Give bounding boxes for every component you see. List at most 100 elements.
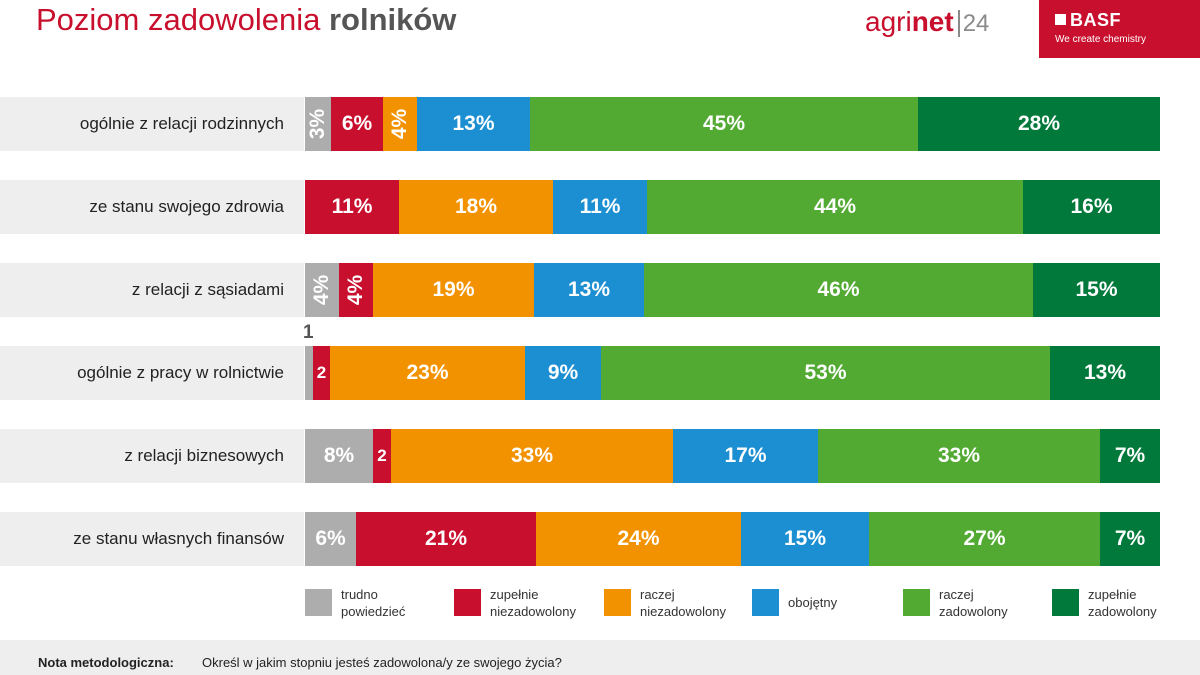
data-label: 15% — [783, 527, 827, 550]
bar-segment: 9% — [525, 346, 601, 400]
bar-segment: 15% — [741, 512, 869, 566]
legend-swatch — [1052, 589, 1079, 616]
bar-segment: 28% — [918, 97, 1160, 151]
bar-segment: 7% — [1100, 512, 1160, 566]
bar-segment: 18% — [399, 180, 553, 234]
bar-segment: 27% — [869, 512, 1100, 566]
bar-segment: 17% — [673, 429, 818, 483]
legend-swatch — [604, 589, 631, 616]
legend-text: raczej zadowolony — [939, 586, 1008, 620]
bar-segment: 44% — [647, 180, 1023, 234]
data-label: 3% — [306, 108, 329, 140]
basf-logo-text: BASF — [1070, 10, 1121, 30]
bar-segment: 33% — [391, 429, 673, 483]
data-label: 11% — [579, 195, 621, 218]
footer-text: Określ w jakim stopniu jesteś zadowolona… — [202, 655, 562, 670]
bar-segment: 6% — [331, 97, 383, 151]
bar-segment: 46% — [644, 263, 1033, 317]
bar-segment: 16% — [1023, 180, 1160, 234]
data-label: 7% — [1114, 527, 1146, 550]
data-label: 46% — [817, 278, 860, 301]
legend-text: raczej niezadowolony — [640, 586, 726, 620]
row-label-bg: ze stanu własnych finansów — [0, 512, 304, 566]
bar-row: 3% 6% 4% 13% 45% 28% — [305, 97, 1160, 151]
agrinet-logo: agrinet 24 — [865, 6, 990, 38]
data-label: 16% — [1070, 195, 1113, 218]
data-label: 15% — [1075, 278, 1118, 301]
bar-segment: 53% — [601, 346, 1050, 400]
bar-segment: 45% — [530, 97, 918, 151]
data-label: 4% — [344, 274, 367, 306]
data-label: 1 — [303, 322, 314, 343]
data-label: 2 — [377, 446, 387, 465]
bar-segment: 2 — [373, 429, 391, 483]
legend-line-2: niezadowolony — [640, 604, 727, 619]
legend-line-2: powiedzieć — [341, 604, 406, 619]
data-label: 9% — [547, 361, 579, 384]
legend-swatch — [454, 589, 481, 616]
bar-segment: 24% — [536, 512, 741, 566]
agrinet-logo-part-3: 24 — [957, 10, 990, 37]
bar-row: 4% 4% 19% 13% 46% 15% — [305, 263, 1160, 317]
data-label: 21% — [424, 527, 468, 550]
legend-text: obojętny — [788, 594, 837, 611]
bar-segment: 4% — [383, 97, 417, 151]
data-label: 19% — [432, 278, 475, 301]
bar-segment: 23% — [330, 346, 525, 400]
bar-segment: 13% — [1050, 346, 1160, 400]
data-label: 11% — [331, 195, 373, 218]
legend-text: zupełnie zadowolony — [1088, 586, 1157, 620]
footer-label: Nota metodologiczna: — [38, 655, 174, 670]
category-label: z relacji biznesowych — [124, 446, 284, 465]
data-label: 7% — [1114, 444, 1146, 467]
data-label: 45% — [702, 112, 746, 135]
legend-swatch — [903, 589, 930, 616]
legend-swatch — [752, 589, 779, 616]
bar-segment: 3% — [305, 97, 331, 151]
bar-segment: 8% — [305, 429, 373, 483]
bar-segment: 6% — [305, 512, 356, 566]
data-label: 44% — [813, 195, 857, 218]
bar-segment: 11% — [553, 180, 647, 234]
basf-logo: BASF — [1055, 10, 1121, 31]
data-label: 24% — [617, 527, 660, 550]
legend-line-1: raczej — [640, 587, 675, 602]
data-label: 27% — [963, 527, 1006, 550]
category-label: ze stanu swojego zdrowia — [89, 197, 284, 216]
category-label: ogólnie z pracy w rolnictwie — [77, 363, 284, 382]
data-label: 17% — [724, 444, 767, 467]
title-bold: rolników — [328, 2, 457, 37]
category-label: z relacji z sąsiadami — [131, 280, 284, 299]
bar-segment: 15% — [1033, 263, 1160, 317]
bar-segment: 13% — [534, 263, 644, 317]
bar-row: 8% 2 33% 17% 33% 7% — [305, 429, 1160, 483]
data-label: 8% — [323, 444, 355, 467]
category-label: ze stanu własnych finansów — [73, 529, 284, 548]
legend-swatch — [305, 589, 332, 616]
row-label-bg: z relacji biznesowych — [0, 429, 304, 483]
legend-line-2: zadowolony — [1088, 604, 1157, 619]
chart-legend: trudno powiedzieć zupełnie niezadowolony rac… — [0, 586, 1200, 626]
bar-segment: 2 — [313, 346, 330, 400]
bar-row: 6% 21% 24% 15% 27% 7% — [305, 512, 1160, 566]
bar-row: 2 23% 9% 53% 13% — [305, 346, 1160, 400]
data-label: 13% — [1083, 361, 1127, 384]
bar-segment: 4% — [305, 263, 339, 317]
legend-line-1: zupełnie — [1088, 587, 1137, 602]
data-label: 28% — [1017, 112, 1061, 135]
title-regular: Poziom zadowolenia — [36, 2, 329, 37]
agrinet-logo-part-1: agri — [865, 6, 912, 37]
data-label: 13% — [452, 112, 495, 135]
legend-line-1: raczej — [939, 587, 974, 602]
legend-line-1: zupełnie — [490, 587, 539, 602]
data-label: 13% — [567, 278, 611, 301]
data-label: 53% — [804, 361, 847, 384]
row-label-bg: ogólnie z relacji rodzinnych — [0, 97, 304, 151]
data-label: 23% — [406, 361, 449, 384]
data-label: 33% — [510, 444, 554, 467]
basf-logo-block: BASF We create chemistry — [1039, 0, 1200, 58]
bar-segment: 4% — [339, 263, 373, 317]
agrinet-logo-part-2: net — [911, 6, 954, 37]
row-label-bg: z relacji z sąsiadami — [0, 263, 304, 317]
legend-line-1: obojętny — [788, 595, 838, 610]
